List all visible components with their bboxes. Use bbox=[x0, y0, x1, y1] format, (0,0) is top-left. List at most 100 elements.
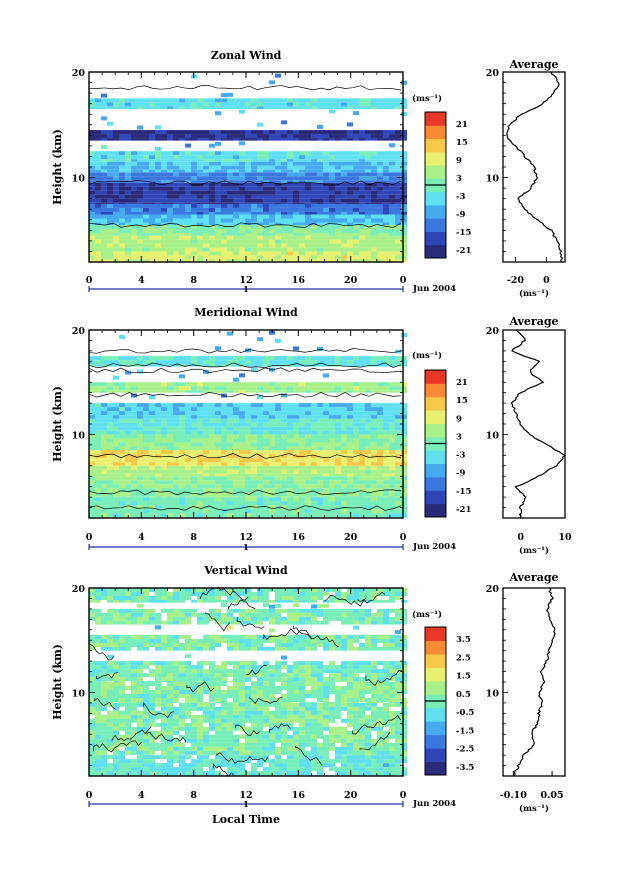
heatmap-cell bbox=[197, 130, 203, 135]
heatmap-cell bbox=[233, 710, 239, 715]
heatmap-cell bbox=[185, 714, 191, 719]
heatmap-cell bbox=[287, 182, 293, 187]
heatmap-cell bbox=[347, 102, 353, 107]
heatmap-cell bbox=[251, 771, 257, 776]
heatmap-cell bbox=[161, 356, 167, 361]
heatmap-cell bbox=[389, 159, 395, 162]
heatmap-cell bbox=[311, 233, 317, 236]
heatmap-cell bbox=[227, 710, 233, 715]
heatmap-cell bbox=[305, 496, 311, 498]
heatmap-cell bbox=[107, 225, 113, 230]
heatmap-cell bbox=[113, 172, 119, 177]
heatmap-cell bbox=[197, 442, 203, 447]
heatmap-cell bbox=[281, 430, 287, 435]
heatmap-cell bbox=[137, 488, 143, 493]
heatmap-cell bbox=[257, 438, 263, 443]
heatmap-cell bbox=[347, 462, 353, 466]
heatmap-gap bbox=[335, 718, 341, 723]
heatmap-cell bbox=[233, 415, 239, 419]
heatmap-cell bbox=[329, 251, 335, 256]
heatmap-cell bbox=[347, 225, 353, 230]
heatmap-cell bbox=[257, 465, 263, 470]
heatmap-cell bbox=[341, 454, 347, 459]
heatmap-cell bbox=[203, 497, 209, 502]
heatmap-cell bbox=[329, 465, 335, 470]
heatmap-cell bbox=[227, 382, 233, 387]
heatmap-cell bbox=[317, 462, 323, 466]
heatmap-cell bbox=[287, 718, 293, 723]
heatmap-cell bbox=[149, 706, 155, 711]
heatmap-cell bbox=[185, 501, 191, 506]
heatmap-cell bbox=[113, 255, 119, 260]
heatmap-cell bbox=[275, 442, 281, 447]
heatmap-cell bbox=[191, 509, 197, 514]
heatmap-cell bbox=[149, 484, 155, 489]
heatmap-cell bbox=[365, 488, 371, 493]
heatmap-cell bbox=[95, 714, 101, 719]
heatmap-cell bbox=[365, 198, 371, 203]
heatmap-cell bbox=[401, 458, 407, 463]
heatmap-cell bbox=[383, 438, 389, 443]
heatmap-cell bbox=[377, 434, 383, 439]
heatmap-cell bbox=[335, 214, 341, 219]
heatmap-cell bbox=[221, 403, 227, 408]
heatmap-cell bbox=[269, 239, 275, 244]
heatmap-cell bbox=[125, 106, 131, 109]
heatmap-cell bbox=[239, 767, 245, 772]
heatmap-cell bbox=[209, 161, 215, 166]
heatmap-cell bbox=[131, 176, 137, 181]
heatmap-cell bbox=[275, 434, 281, 439]
heatmap-cell bbox=[323, 159, 329, 162]
heatmap-cell bbox=[347, 426, 353, 431]
heatmap-cell bbox=[197, 480, 203, 485]
heatmap-cell bbox=[191, 763, 197, 768]
heatmap-cell bbox=[275, 98, 281, 103]
heatmap-cell bbox=[227, 492, 233, 497]
heatmap-gap bbox=[269, 755, 275, 760]
heatmap-cell bbox=[395, 218, 401, 223]
heatmap-cell bbox=[293, 172, 299, 177]
heatmap-cell bbox=[149, 134, 155, 139]
heatmap-cell bbox=[149, 259, 155, 262]
heatmap-cell bbox=[125, 450, 131, 455]
heatmap-cell bbox=[89, 207, 95, 212]
heatmap-cell bbox=[329, 513, 335, 518]
heatmap-cell bbox=[377, 442, 383, 447]
heatmap-cell bbox=[401, 442, 407, 447]
heatmap-cell bbox=[191, 98, 197, 103]
heatmap-cell bbox=[257, 169, 263, 173]
heatmap-cell bbox=[239, 165, 245, 170]
heatmap-cell bbox=[137, 403, 143, 408]
heatmap-cell bbox=[197, 235, 203, 240]
heatmap-cell bbox=[89, 180, 95, 183]
heatmap-cell bbox=[137, 722, 143, 727]
heatmap-cell bbox=[155, 251, 161, 256]
heatmap-cell bbox=[269, 480, 275, 485]
heatmap-cell bbox=[227, 180, 233, 183]
heatmap-cell bbox=[227, 403, 233, 408]
heatmap-cell bbox=[341, 755, 347, 760]
heatmap-cell bbox=[161, 501, 167, 506]
heatmap-cell bbox=[311, 390, 317, 393]
heatmap-cell bbox=[293, 207, 299, 212]
heatmap-cell bbox=[125, 458, 131, 463]
heatmap-cell bbox=[89, 360, 95, 365]
heatmap-cell bbox=[323, 476, 329, 481]
heatmap-cell bbox=[125, 497, 131, 502]
heatmap-cell bbox=[173, 235, 179, 240]
heatmap-cell bbox=[209, 386, 215, 391]
heatmap-cell bbox=[383, 513, 389, 518]
heatmap-cell bbox=[245, 513, 251, 518]
heatmap-cell bbox=[329, 386, 335, 391]
heatmap-cell bbox=[125, 176, 131, 181]
heatmap-cell bbox=[305, 415, 311, 419]
heatmap-cell bbox=[377, 364, 383, 367]
heatmap-cell bbox=[335, 771, 341, 776]
heatmap-cell bbox=[131, 356, 137, 361]
heatmap-cell bbox=[287, 462, 293, 466]
heatmap-cell bbox=[395, 469, 401, 474]
heatmap-cell bbox=[305, 497, 311, 502]
heatmap-cell bbox=[329, 497, 335, 502]
heatmap-cell bbox=[131, 243, 137, 248]
heatmap-cell bbox=[287, 169, 293, 173]
